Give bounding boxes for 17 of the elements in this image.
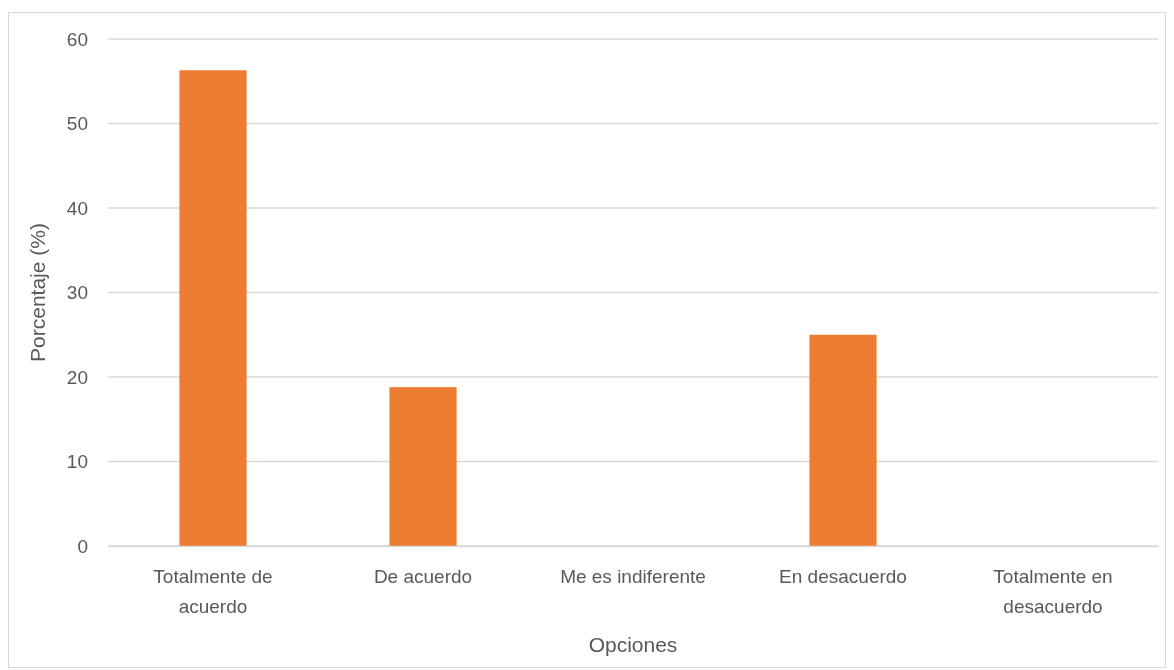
x-tick-label: En desacuerdo — [779, 566, 907, 588]
y-tick-label: 20 — [66, 366, 88, 388]
y-tick-label: 30 — [66, 282, 88, 304]
x-tick-label: De acuerdo — [373, 566, 473, 588]
bar — [179, 70, 247, 546]
x-tick-label: Totalmente en desacuerdo — [993, 566, 1113, 618]
bar — [809, 334, 877, 546]
y-axis-title: Porcentaje (%) — [26, 223, 49, 362]
y-tick-label: 50 — [66, 113, 88, 135]
x-tick-label: Me es indiferente — [560, 566, 706, 588]
x-tick-label: Totalmente de acuerdo — [153, 566, 273, 618]
y-tick-label: 10 — [66, 451, 88, 473]
x-axis-title: Opciones — [588, 633, 678, 656]
y-tick-label: 0 — [77, 535, 88, 557]
y-tick-label: 40 — [66, 197, 88, 219]
bar — [389, 387, 457, 546]
y-tick-label: 60 — [66, 28, 88, 50]
